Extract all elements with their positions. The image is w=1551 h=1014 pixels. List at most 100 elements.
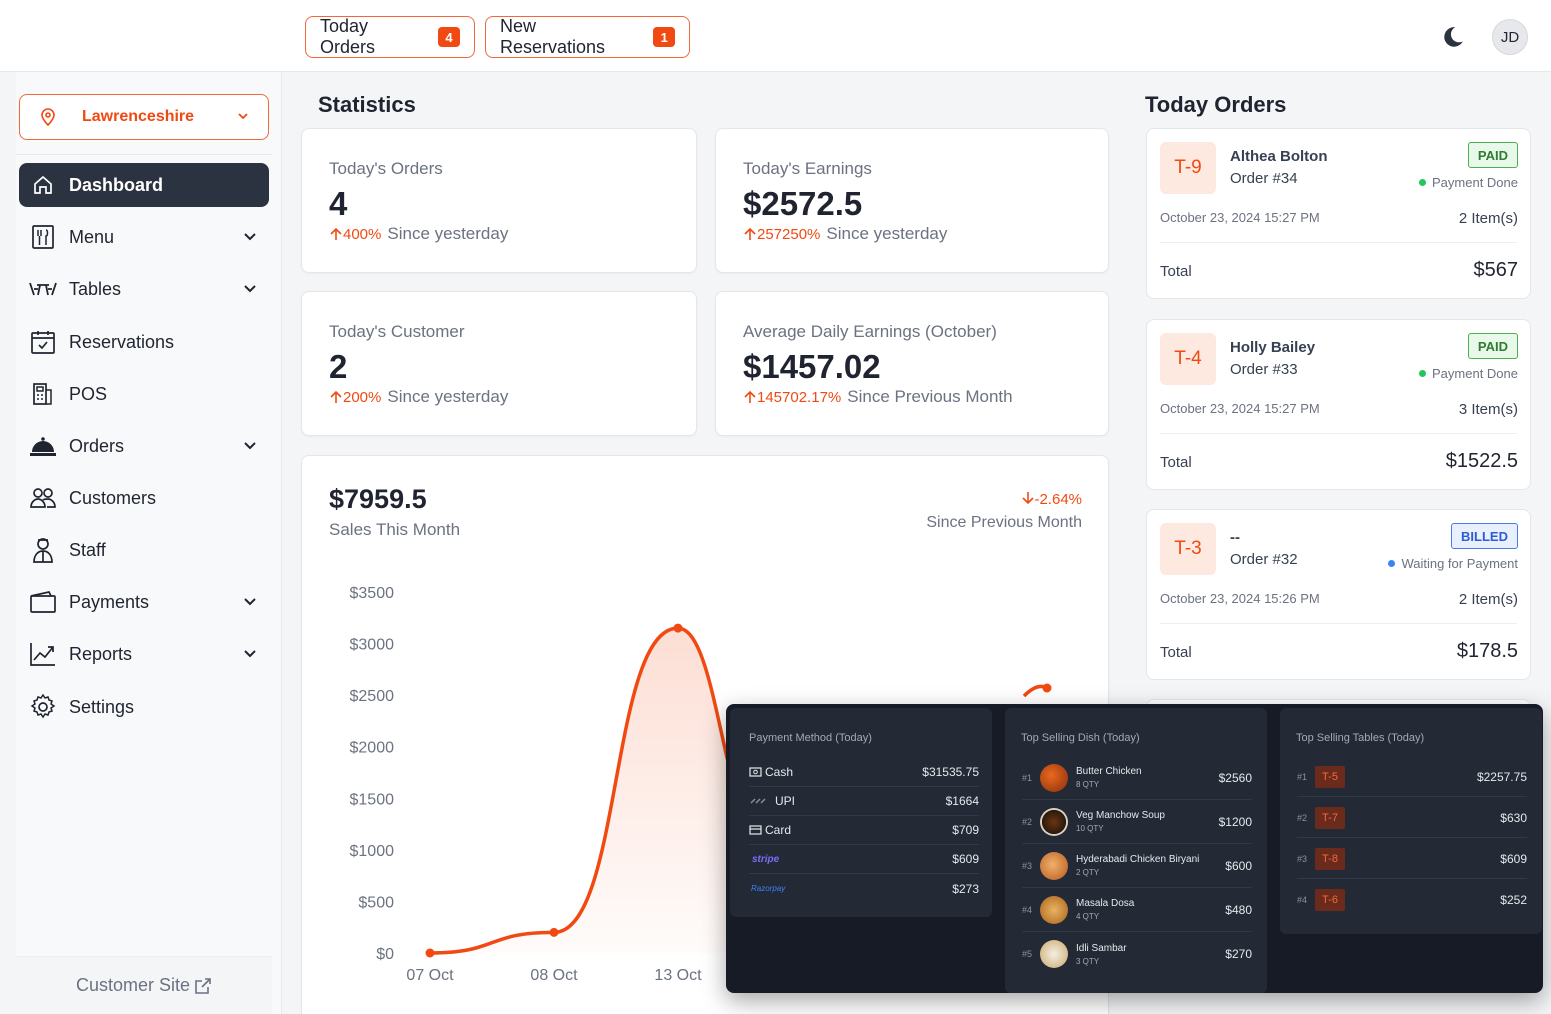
table-icon <box>29 275 57 303</box>
payment-status-text: Waiting for Payment <box>1401 556 1518 571</box>
payment-status-text: Payment Done <box>1432 175 1518 190</box>
sidebar-item-pos[interactable]: POS <box>19 372 269 416</box>
today-orders-count-badge: 4 <box>438 27 460 47</box>
sidebar-item-dashboard[interactable]: Dashboard <box>19 163 269 207</box>
avatar[interactable]: JD <box>1492 19 1528 55</box>
sidebar-item-label: Staff <box>69 539 106 560</box>
sidebar-item-orders[interactable]: Orders <box>19 424 269 468</box>
stat-delta: 400% Since yesterday <box>329 224 508 244</box>
payment-amount: $31535.75 <box>922 765 979 779</box>
sidebar-item-reports[interactable]: Reports <box>19 632 269 676</box>
stat-delta: 145702.17% Since Previous Month <box>743 387 1013 407</box>
dish-rank: #1 <box>1022 772 1033 783</box>
today-orders-label: Today Orders <box>320 16 376 57</box>
dish-name: Masala Dosa <box>1076 898 1135 909</box>
dish-name: Butter Chicken <box>1076 766 1142 777</box>
moon-icon[interactable] <box>1440 24 1466 50</box>
sidebar-item-reservations[interactable]: Reservations <box>19 320 269 364</box>
payment-status: Payment Done <box>1419 366 1518 381</box>
stat-card-customers: Today's Customer 2 200% Since yesterday <box>301 291 697 436</box>
sidebar-item-payments[interactable]: Payments <box>19 580 269 624</box>
today-orders-button[interactable]: Today Orders 4 <box>305 16 475 58</box>
order-card[interactable]: T-4 Holly Bailey Order #33 PAID Payment … <box>1146 319 1531 490</box>
new-reservations-button[interactable]: New Reservations 1 <box>485 16 690 58</box>
dish-row: #3 Hyderabadi Chicken Biryani 2 QTY $600 <box>1022 844 1252 888</box>
calendar-check-icon <box>29 328 57 356</box>
stat-label: Today's Customer <box>329 322 465 341</box>
sidebar-item-staff[interactable]: Staff <box>19 528 269 572</box>
payment-label: UPI <box>775 794 796 808</box>
sidebar-item-label: Payments <box>69 591 150 612</box>
dish-rank: #5 <box>1022 949 1033 959</box>
dish-amount: $270 <box>1225 947 1252 961</box>
stat-value: $2572.5 <box>743 185 863 222</box>
arrow-up-icon <box>744 227 756 240</box>
x-tick-label: 08 Oct <box>530 967 578 984</box>
payment-row: Card $709 <box>749 816 979 845</box>
users-icon <box>29 484 57 512</box>
sidebar-item-customers[interactable]: Customers <box>19 476 269 520</box>
arrow-up-icon <box>330 390 342 403</box>
chevron-down-icon <box>238 113 248 120</box>
staff-icon <box>29 536 57 564</box>
sidebar-item-label: Dashboard <box>69 174 164 195</box>
table-amount: $2257.75 <box>1476 769 1527 784</box>
order-divider <box>1160 433 1517 434</box>
y-tick-label: $1500 <box>350 791 395 808</box>
dish-row: #5 Idli Sambar 3 QTY $270 <box>1022 932 1252 976</box>
table-rank: #3 <box>1297 853 1308 864</box>
order-number: Order #34 <box>1230 170 1298 187</box>
new-reservations-label: New Reservations <box>500 16 606 57</box>
payment-row: Cash $31535.75 <box>749 758 979 787</box>
sidebar-item-settings[interactable]: Settings <box>19 685 269 729</box>
order-card[interactable]: T-3 -- Order #32 BILLED Waiting for Paym… <box>1146 509 1531 680</box>
dish-name: Hyderabadi Chicken Biryani <box>1076 854 1200 865</box>
top-bar: Today Orders 4 New Reservations 1 JD <box>0 0 1551 72</box>
payment-row: Razorpay $273 <box>749 874 979 903</box>
order-card[interactable]: T-9 Althea Bolton Order #34 PAID Payment… <box>1146 128 1531 299</box>
table-rank: #4 <box>1297 895 1308 905</box>
customer-name: Althea Bolton <box>1230 148 1328 165</box>
y-tick-label: $3500 <box>350 585 395 602</box>
data-point <box>1042 683 1052 693</box>
sales-area <box>430 628 738 953</box>
stat-change: 200% <box>343 388 382 406</box>
order-date: October 23, 2024 15:26 PM <box>1160 591 1320 606</box>
stat-value: 2 <box>329 348 348 385</box>
dish-image <box>1040 851 1068 880</box>
sidebar-item-tables[interactable]: Tables <box>19 267 269 311</box>
dish-row: #2 Veg Manchow Soup 10 QTY $1200 <box>1022 800 1252 844</box>
sales-change-value: -2.64% <box>1034 491 1082 508</box>
dish-qty: 10 QTY <box>1076 824 1104 833</box>
dish-image <box>1040 895 1068 924</box>
sidebar-item-label: Menu <box>69 226 115 247</box>
chart-line-icon <box>29 640 57 668</box>
total-label: Total <box>1160 263 1192 280</box>
customer-site-link[interactable]: Customer Site <box>16 956 272 1014</box>
stat-card-earnings: Today's Earnings $2572.5 257250% Since ye… <box>715 128 1109 273</box>
dish-amount: $2560 <box>1218 770 1252 785</box>
top-tables-card: Top Selling Tables (Today) #1 T-5 $2257.… <box>1280 708 1542 934</box>
table-row: #1 T-5 $2257.75 <box>1297 757 1527 797</box>
table-row: #4 T-6 $252 <box>1297 880 1527 920</box>
external-link-icon <box>195 977 211 994</box>
dish-name: Veg Manchow Soup <box>1076 810 1165 821</box>
payment-amount: $609 <box>952 852 979 866</box>
today-orders-title: Today Orders <box>1145 92 1287 117</box>
statistics-title: Statistics <box>318 92 416 117</box>
sales-line-chart: $0 $500 $1000 $1500 $2000 $2500 $3000 $3500 07 O… <box>350 585 1052 984</box>
card-icon <box>749 825 762 835</box>
sidebar-item-label: Orders <box>69 435 125 456</box>
stat-value: $1457.02 <box>743 348 881 385</box>
location-selector[interactable]: Lawrenceshire <box>19 94 269 140</box>
table-tag: T-9 <box>1160 142 1216 194</box>
sidebar-item-menu[interactable]: Menu <box>19 215 269 259</box>
dish-amount: $1200 <box>1218 814 1252 829</box>
stat-value: 4 <box>329 185 348 222</box>
order-date: October 23, 2024 15:27 PM <box>1160 401 1320 416</box>
chevron-down-icon <box>244 598 256 606</box>
chevron-down-icon <box>244 650 256 658</box>
customer-name: -- <box>1230 529 1240 546</box>
order-date: October 23, 2024 15:27 PM <box>1160 210 1320 225</box>
dish-amount: $600 <box>1225 858 1252 873</box>
